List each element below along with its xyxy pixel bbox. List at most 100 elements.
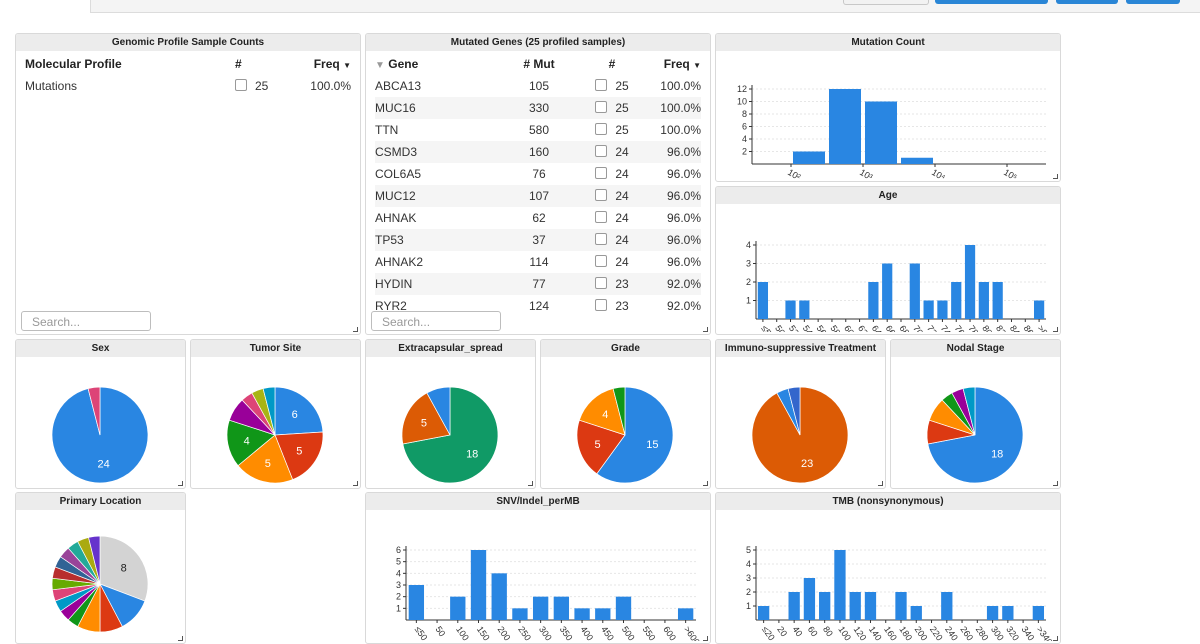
bar[interactable]	[574, 608, 590, 620]
pie-slice[interactable]	[87, 386, 101, 436]
bar[interactable]	[923, 300, 934, 320]
table-row[interactable]: HYDIN 77 23 92.0%	[375, 273, 701, 295]
gene-name[interactable]: COL6A5	[375, 167, 422, 181]
bar[interactable]	[882, 263, 893, 320]
toolbar-button-2[interactable]	[1056, 0, 1118, 4]
bar[interactable]	[868, 282, 879, 319]
bar[interactable]	[986, 606, 999, 620]
row-checkbox[interactable]	[595, 123, 608, 135]
bar[interactable]	[941, 592, 953, 620]
table-row[interactable]: MUC16 330 25 100.0%	[375, 97, 701, 119]
pie-slice[interactable]	[787, 386, 801, 436]
bar[interactable]	[895, 592, 907, 620]
bar[interactable]	[951, 282, 962, 319]
col-freq[interactable]: Freq ▼	[313, 57, 351, 71]
bar[interactable]	[849, 592, 861, 620]
bar[interactable]	[909, 263, 920, 320]
col-freq[interactable]: Freq ▼	[663, 57, 701, 71]
table-row[interactable]: AHNAK2 114 24 96.0%	[375, 251, 701, 273]
toolbar-button-1[interactable]	[935, 0, 1048, 4]
gene-name[interactable]: TTN	[375, 123, 399, 137]
bar[interactable]	[788, 592, 800, 620]
bar[interactable]	[615, 596, 632, 620]
pie-slice[interactable]	[226, 419, 276, 467]
gene-name[interactable]: RYR2	[375, 299, 407, 313]
row-checkbox[interactable]	[595, 79, 608, 91]
gene-name[interactable]: TP53	[375, 229, 483, 251]
bar[interactable]	[864, 592, 877, 620]
gene-name[interactable]: MUC12	[375, 185, 483, 207]
bar[interactable]	[532, 596, 549, 620]
bar[interactable]	[799, 300, 810, 320]
row-checkbox[interactable]	[595, 277, 608, 289]
bar[interactable]	[1033, 300, 1045, 320]
bar[interactable]	[992, 282, 1003, 319]
resize-handle[interactable]	[528, 481, 533, 486]
bar[interactable]	[450, 596, 466, 620]
segmented-control[interactable]	[843, 0, 929, 5]
bar[interactable]	[785, 300, 796, 320]
resize-handle[interactable]	[1053, 636, 1058, 641]
bar[interactable]	[470, 550, 487, 620]
col-count[interactable]: #	[608, 57, 616, 71]
gene-name[interactable]: MUC16	[375, 97, 483, 119]
bar[interactable]	[829, 89, 861, 164]
bar[interactable]	[964, 245, 976, 319]
gene-name[interactable]: AHNAK2	[375, 255, 424, 269]
table-row[interactable]: RYR2 124 23 92.0%	[375, 295, 701, 317]
resize-handle[interactable]	[178, 636, 183, 641]
col-count[interactable]: #	[235, 57, 242, 71]
bar[interactable]	[677, 608, 694, 620]
row-checkbox[interactable]	[595, 233, 608, 245]
col-gene[interactable]: ▼ Gene	[375, 57, 419, 71]
pie-slice[interactable]	[237, 434, 294, 484]
bar[interactable]	[910, 606, 922, 620]
toolbar-button-3[interactable]	[1126, 0, 1180, 4]
row-checkbox[interactable]	[235, 79, 247, 91]
gene-name[interactable]: HYDIN	[375, 273, 483, 295]
bar[interactable]	[757, 606, 770, 620]
bar[interactable]	[1002, 606, 1014, 620]
pie-slice[interactable]	[88, 535, 101, 585]
bar[interactable]	[491, 573, 507, 620]
bar[interactable]	[512, 608, 528, 620]
pie-slice[interactable]	[927, 386, 1024, 484]
bar[interactable]	[408, 585, 425, 620]
table-row[interactable]: AHNAK 62 24 96.0%	[375, 207, 701, 229]
pie-slice[interactable]	[262, 386, 276, 436]
resize-handle[interactable]	[703, 636, 708, 641]
table-row[interactable]: TTN 580 25 100.0%	[375, 119, 701, 141]
table-row[interactable]: MUC12 107 24 96.0%	[375, 185, 701, 207]
resize-handle[interactable]	[178, 481, 183, 486]
table-row[interactable]: COL6A5 76 24 96.0%	[375, 163, 701, 185]
bar[interactable]	[553, 596, 570, 620]
pie-slice[interactable]	[402, 386, 499, 484]
col-mut[interactable]: # Mut	[523, 57, 555, 71]
table-row[interactable]: TP53 37 24 96.0%	[375, 229, 701, 251]
resize-handle[interactable]	[703, 481, 708, 486]
pie-slice[interactable]	[612, 386, 626, 436]
pie-slice[interactable]	[576, 419, 626, 475]
row-checkbox[interactable]	[595, 255, 608, 267]
gene-name[interactable]: ABCA13	[375, 79, 422, 93]
pie-slice[interactable]	[99, 535, 149, 602]
bar[interactable]	[595, 608, 611, 620]
bar[interactable]	[937, 300, 948, 320]
resize-handle[interactable]	[1053, 481, 1058, 486]
resize-handle[interactable]	[353, 481, 358, 486]
row-checkbox[interactable]	[595, 189, 608, 201]
pie-slice[interactable]	[578, 388, 626, 436]
gene-name[interactable]: CSMD3	[375, 141, 483, 163]
pie-slice[interactable]	[274, 431, 324, 481]
bar[interactable]	[901, 157, 933, 164]
pie-slice[interactable]	[426, 386, 451, 436]
resize-handle[interactable]	[878, 481, 883, 486]
table-row[interactable]: CSMD3 160 24 96.0%	[375, 141, 701, 163]
resize-handle[interactable]	[1053, 327, 1058, 332]
pie-slice[interactable]	[401, 392, 451, 445]
bar[interactable]	[793, 151, 825, 165]
bar[interactable]	[1032, 606, 1045, 620]
active-tab[interactable]	[0, 0, 91, 13]
bar[interactable]	[819, 592, 831, 620]
row-checkbox[interactable]	[595, 101, 608, 113]
